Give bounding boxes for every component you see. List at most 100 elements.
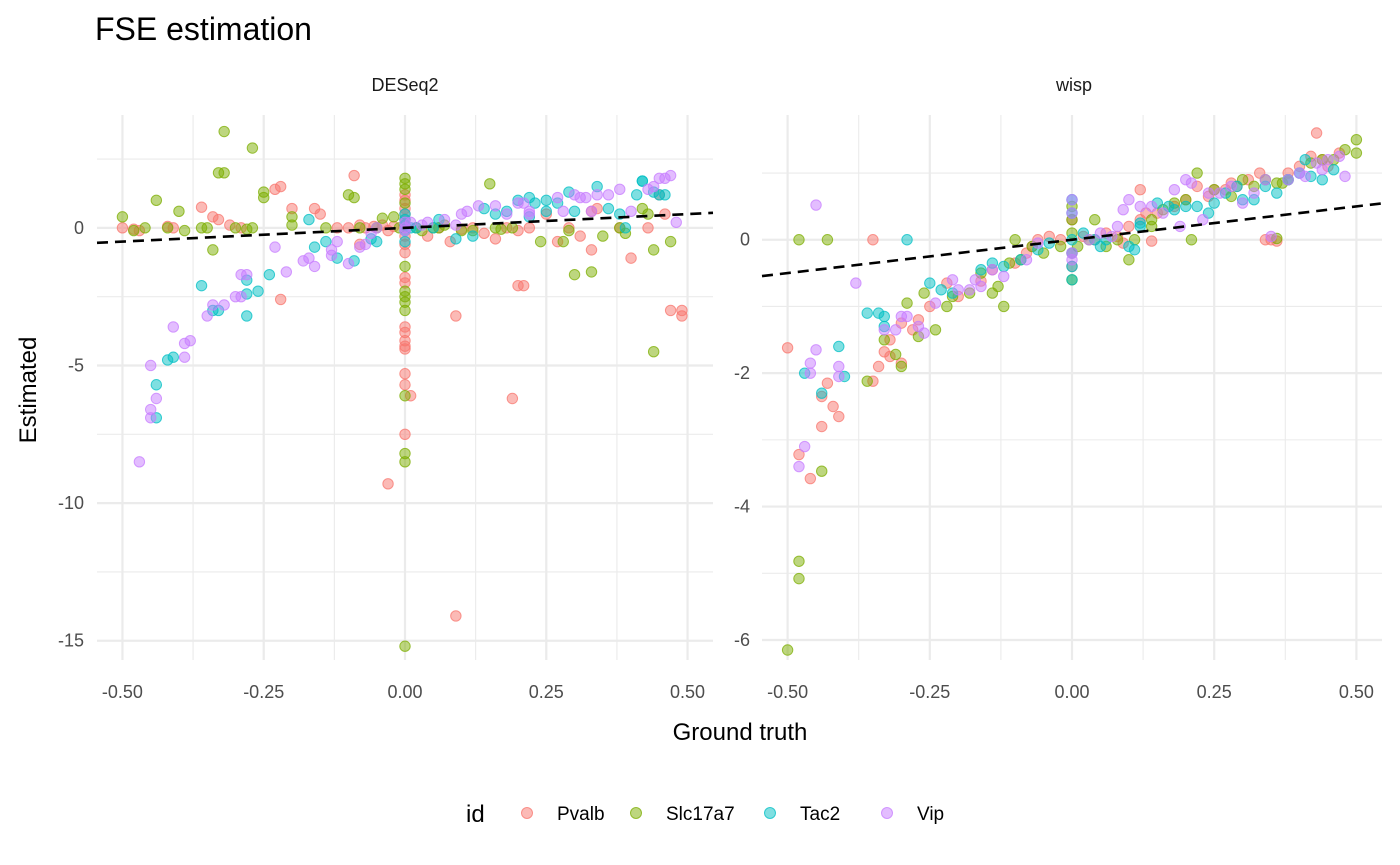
legend-key-dot [881, 807, 893, 819]
data-point [139, 222, 151, 234]
data-point [320, 235, 332, 248]
x-tick-label: -0.50 [767, 682, 808, 702]
data-point [1168, 184, 1181, 196]
data-point [371, 235, 383, 248]
data-point [501, 208, 513, 220]
data-point [935, 284, 947, 296]
data-point [810, 199, 822, 211]
data-point [1134, 200, 1146, 213]
data-point [631, 189, 643, 201]
data-point [1089, 214, 1101, 226]
data-point [1316, 174, 1328, 186]
data-point [1185, 234, 1198, 246]
data-point [399, 260, 411, 273]
data-point [207, 244, 219, 256]
data-point [1134, 184, 1146, 196]
data-point [1299, 153, 1311, 166]
data-point [274, 180, 287, 193]
data-point [850, 277, 862, 289]
data-point [1066, 207, 1078, 219]
data-point [399, 379, 411, 391]
x-tick-label: 0.25 [1197, 682, 1232, 702]
data-point [523, 208, 536, 220]
data-point [998, 300, 1010, 313]
y-tick-label: -2 [734, 363, 750, 383]
data-point [793, 448, 805, 461]
data-point [793, 572, 805, 585]
data-point [568, 189, 581, 201]
data-point [597, 230, 609, 242]
data-point [1248, 187, 1260, 199]
data-point [534, 235, 547, 248]
x-tick-label: -0.25 [243, 682, 284, 702]
data-point [664, 235, 677, 248]
data-point [1327, 164, 1340, 176]
data-point [241, 310, 253, 322]
data-point [1020, 254, 1033, 266]
data-point [1054, 240, 1067, 253]
legend-label: Slc17a7 [666, 804, 735, 825]
data-point [195, 201, 208, 213]
data-point [212, 213, 225, 226]
x-tick-label: 0.50 [1339, 682, 1374, 702]
data-point [241, 268, 253, 281]
data-point [342, 257, 355, 270]
data-point [478, 227, 490, 240]
data-point [399, 235, 411, 248]
legend-key-dot [764, 807, 776, 819]
data-point [1066, 194, 1078, 206]
data-point [1123, 194, 1135, 206]
data-point [998, 270, 1010, 283]
data-point [467, 230, 479, 242]
data-point [642, 208, 654, 220]
data-point [816, 387, 828, 399]
data-point [1145, 200, 1158, 213]
data-point [647, 180, 660, 193]
data-point [1202, 187, 1215, 199]
data-point [399, 246, 411, 259]
data-point [489, 233, 502, 245]
data-point [506, 392, 519, 405]
data-point [614, 183, 626, 196]
data-point [810, 344, 822, 356]
y-tick-label: -6 [734, 630, 750, 650]
data-point [144, 412, 157, 424]
data-point [664, 304, 677, 317]
data-point [303, 213, 315, 226]
data-point [1128, 244, 1141, 256]
legend-label: Tac2 [800, 804, 840, 825]
chart-title: FSE estimation [95, 11, 312, 47]
data-point [1316, 164, 1328, 176]
data-point [793, 460, 805, 473]
data-point [1350, 147, 1363, 159]
data-point [178, 224, 191, 237]
data-point [901, 297, 913, 309]
data-point [585, 266, 598, 278]
panel-strip-label: wisp [1055, 75, 1092, 95]
data-point [878, 310, 890, 323]
data-point [986, 264, 999, 276]
data-point [647, 244, 660, 256]
data-point [150, 194, 163, 207]
data-point [376, 212, 389, 224]
identity-reference-line [761, 202, 1383, 278]
data-point [201, 310, 213, 322]
data-point [229, 222, 242, 234]
data-point [167, 351, 179, 363]
data-point [348, 191, 360, 204]
data-point [161, 222, 174, 234]
data-point [557, 205, 569, 218]
data-point [1066, 254, 1078, 266]
data-point [591, 189, 603, 201]
data-point [1339, 170, 1351, 183]
data-point [833, 340, 845, 353]
data-point [263, 268, 276, 281]
data-point [781, 342, 794, 354]
legend-item-tac2: Tac2 [764, 804, 840, 825]
y-tick-label: -5 [68, 355, 84, 375]
data-point [833, 370, 845, 383]
data-point [218, 167, 230, 179]
data-point [642, 222, 654, 234]
data-point [382, 478, 394, 490]
